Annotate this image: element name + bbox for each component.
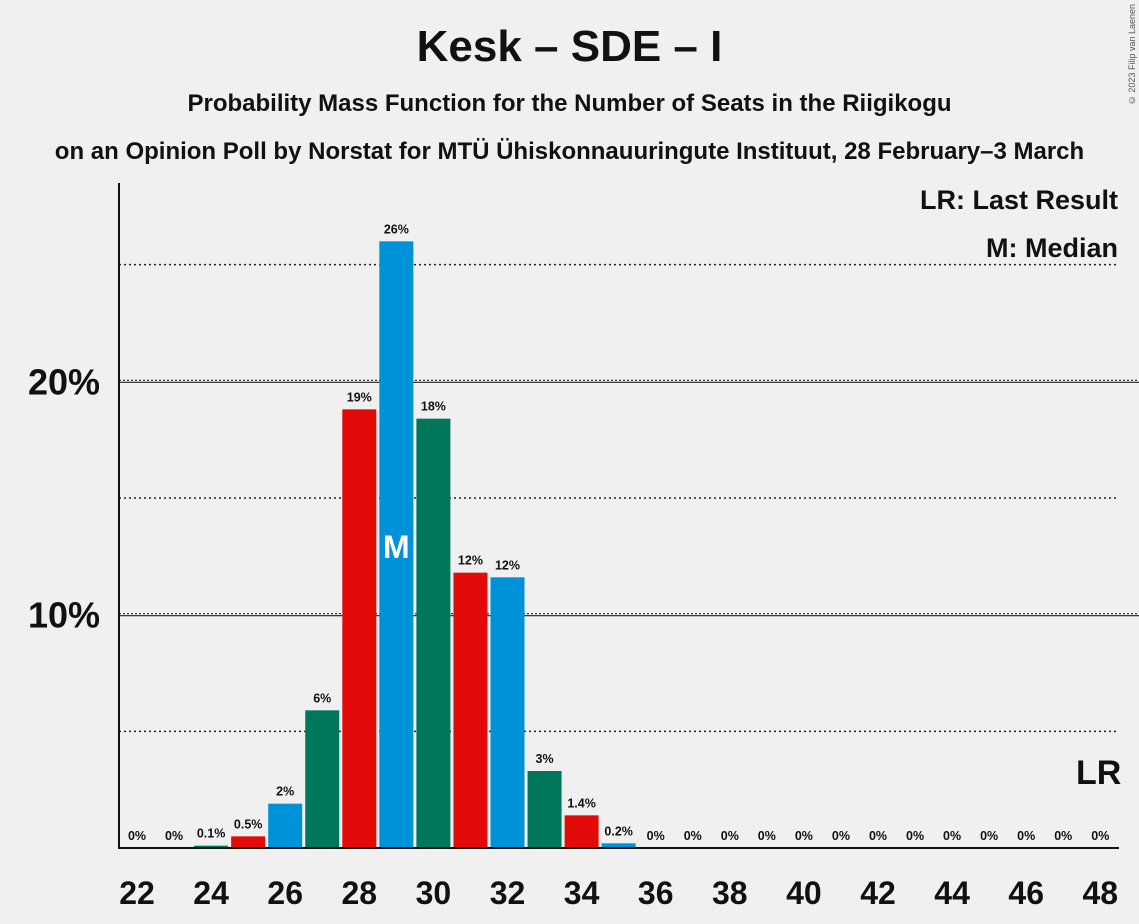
bar-value-label: 0%: [647, 829, 665, 843]
bar-value-label: 0%: [721, 829, 739, 843]
bar-value-label: 26%: [384, 222, 409, 236]
x-tick-label: 34: [564, 875, 600, 911]
bar-value-label: 0%: [1054, 829, 1072, 843]
y-tick-label: 20%: [28, 361, 100, 402]
bar-value-label: 12%: [458, 554, 483, 568]
bar-value-label: 6%: [313, 691, 331, 705]
legend-median: M: Median: [986, 233, 1118, 263]
chart-title: Kesk – SDE – I: [416, 22, 723, 71]
bar: [342, 409, 377, 848]
bar-value-label: 2%: [276, 785, 294, 799]
bar: [453, 572, 488, 848]
bar-value-label: 0%: [1091, 829, 1109, 843]
bar-value-label: 12%: [495, 558, 520, 572]
bar: [490, 577, 525, 848]
bar-value-label: 0%: [165, 829, 183, 843]
bar-value-label: 0%: [758, 829, 776, 843]
x-tick-label: 42: [860, 875, 896, 911]
chart-source-line: on an Opinion Poll by Norstat for MTÜ Üh…: [54, 138, 1085, 165]
bar: [231, 836, 266, 848]
bar: [379, 241, 414, 849]
x-tick-label: 46: [1008, 875, 1044, 911]
bar-value-label: 0%: [832, 829, 850, 843]
bar-value-label: 0%: [684, 829, 702, 843]
bar: [564, 815, 599, 848]
bar-value-label: 0.2%: [604, 824, 633, 838]
bar-value-label: 0%: [980, 829, 998, 843]
x-tick-label: 28: [342, 875, 378, 911]
bar-value-label: 0%: [128, 829, 146, 843]
x-tick-label: 32: [490, 875, 526, 911]
x-tick-label: 24: [193, 875, 229, 911]
bar: [601, 843, 636, 848]
x-tick-label: 38: [712, 875, 748, 911]
bar: [194, 845, 229, 848]
x-tick-label: 48: [1083, 875, 1119, 911]
x-tick-label: 36: [638, 875, 674, 911]
bar-value-label: 0.1%: [197, 827, 226, 841]
x-tick-label: 22: [119, 875, 155, 911]
bar-value-label: 1.4%: [567, 796, 596, 810]
bar: [268, 803, 303, 848]
last-result-marker: LR: [1076, 754, 1121, 792]
x-tick-label: 40: [786, 875, 822, 911]
legend-last-result: LR: Last Result: [920, 185, 1118, 215]
bar: [305, 710, 340, 848]
bar-value-label: 18%: [421, 400, 446, 414]
bar: [416, 418, 451, 848]
bar: [527, 771, 562, 848]
chart-subtitle: Probability Mass Function for the Number…: [187, 90, 952, 117]
bar-value-label: 0%: [869, 829, 887, 843]
bar-value-label: 3%: [536, 752, 554, 766]
median-marker: M: [383, 529, 410, 565]
x-tick-label: 44: [934, 875, 970, 911]
bar-value-label: 0.5%: [234, 817, 263, 831]
x-tick-label: 26: [267, 875, 303, 911]
bar-value-label: 19%: [347, 390, 372, 404]
bar-value-label: 0%: [906, 829, 924, 843]
bar-value-label: 0%: [1017, 829, 1035, 843]
bar-value-label: 0%: [795, 829, 813, 843]
y-tick-label: 10%: [28, 595, 100, 636]
x-tick-label: 30: [416, 875, 452, 911]
bar-value-label: 0%: [943, 829, 961, 843]
